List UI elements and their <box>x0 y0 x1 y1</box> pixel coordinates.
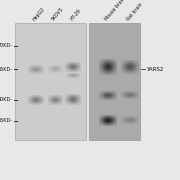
Text: YARS2: YARS2 <box>146 67 163 72</box>
Bar <box>89 23 140 140</box>
Text: Rat brain: Rat brain <box>126 2 143 22</box>
Bar <box>15 23 86 140</box>
Text: 70KD-: 70KD- <box>0 43 13 48</box>
Text: HepG2: HepG2 <box>32 6 46 22</box>
Text: SKOV3: SKOV3 <box>51 6 65 22</box>
Text: Mouse brain: Mouse brain <box>104 0 127 22</box>
Text: 35KD-: 35KD- <box>0 118 13 123</box>
Text: 40KD-: 40KD- <box>0 97 13 102</box>
Text: HT-29: HT-29 <box>69 8 82 22</box>
Text: 55KD-: 55KD- <box>0 67 13 72</box>
